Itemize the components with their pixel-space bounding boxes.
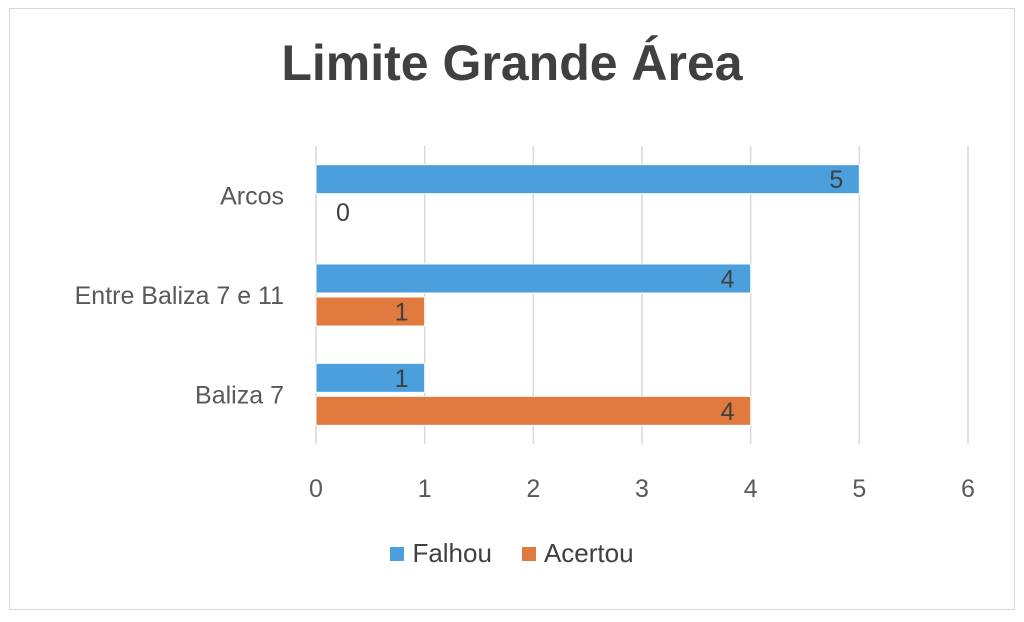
chart-title: Limite Grande Área (281, 35, 743, 91)
data-label-falhou-entre-baliza-7-e-11: 4 (721, 266, 735, 294)
x-tick-label-1: 1 (418, 475, 432, 503)
legend-item-falhou[interactable]: Falhou (390, 538, 492, 569)
gridlines (315, 146, 969, 444)
bar-acertou-baliza-7[interactable] (315, 395, 752, 426)
x-tick-label-4: 4 (744, 475, 758, 503)
x-tick-label-0: 0 (309, 475, 323, 503)
legend-label-falhou: Falhou (412, 538, 492, 568)
x-tick-label-2: 2 (526, 475, 540, 503)
x-tick-label-5: 5 (852, 475, 866, 503)
data-label-acertou-entre-baliza-7-e-11: 1 (395, 299, 409, 327)
legend-swatch-acertou (521, 546, 536, 561)
legend-item-acertou[interactable]: Acertou (521, 538, 634, 569)
bar-falhou-entre-baliza-7-e-11[interactable] (315, 263, 752, 294)
category-label-entre-baliza-7-e-11: Entre Baliza 7 e 11 (75, 282, 284, 310)
data-label-acertou-baliza-7: 4 (721, 398, 735, 426)
category-label-baliza-7: Baliza 7 (195, 381, 284, 409)
bar-falhou-arcos[interactable] (315, 164, 860, 195)
legend-swatch-falhou (390, 546, 405, 561)
bar-acertou-entre-baliza-7-e-11[interactable] (315, 296, 426, 327)
chart-frame (9, 8, 1015, 610)
x-tick-label-6: 6 (961, 475, 975, 503)
bars (315, 164, 860, 426)
data-label-falhou-arcos: 5 (829, 166, 843, 194)
x-tick-label-3: 3 (635, 475, 649, 503)
bar-falhou-baliza-7[interactable] (315, 362, 426, 393)
legend: Falhou Acertou (0, 538, 1024, 569)
category-labels: Baliza 7 Entre Baliza 7 e 11 Arcos (75, 183, 284, 410)
category-label-arcos: Arcos (220, 183, 284, 211)
data-label-falhou-baliza-7: 1 (395, 365, 409, 393)
x-tick-labels: 0 1 2 3 4 5 6 (309, 475, 975, 503)
data-label-acertou-arcos: 0 (336, 199, 350, 227)
data-labels: 1 4 4 1 5 0 (336, 166, 843, 426)
legend-label-acertou: Acertou (543, 538, 634, 568)
